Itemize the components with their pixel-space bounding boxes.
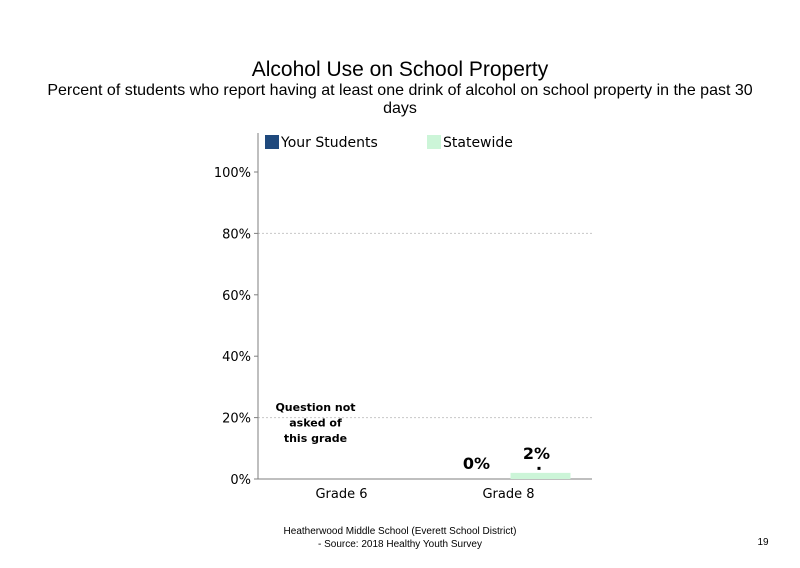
legend-your-students-swatch bbox=[265, 135, 279, 149]
footer: Heatherwood Middle School (Everett Schoo… bbox=[230, 525, 570, 551]
footer-school: Heatherwood Middle School (Everett Schoo… bbox=[283, 526, 517, 537]
y-tick-label: 60% bbox=[222, 289, 251, 304]
data-label: 0% bbox=[463, 454, 490, 473]
y-tick-label: 80% bbox=[222, 227, 251, 242]
footer-source: - Source: 2018 Healthy Youth Survey bbox=[318, 539, 482, 550]
legend-statewide-swatch bbox=[427, 135, 441, 149]
legend-statewide-label: Statewide bbox=[443, 135, 513, 151]
x-tick-label: Grade 8 bbox=[482, 487, 534, 502]
data-label-marker bbox=[537, 466, 541, 470]
annotation-line: this grade bbox=[284, 432, 347, 445]
y-tick-label: 0% bbox=[230, 473, 251, 488]
y-tick-label: 40% bbox=[222, 350, 251, 365]
legend-your-students-label: Your Students bbox=[280, 135, 378, 151]
annotation-line: Question not bbox=[275, 401, 355, 414]
y-tick-label: 100% bbox=[214, 166, 251, 181]
chart-subtitle: Percent of students who report having at… bbox=[47, 82, 753, 117]
page-number: 19 bbox=[757, 537, 769, 548]
data-label: 2% bbox=[523, 444, 550, 463]
annotation-line: asked of bbox=[289, 417, 342, 430]
x-tick-label: Grade 6 bbox=[315, 487, 367, 502]
y-tick-label: 20% bbox=[222, 412, 251, 427]
bar-statewide bbox=[510, 472, 571, 479]
chart-title: Alcohol Use on School Property bbox=[251, 58, 549, 81]
